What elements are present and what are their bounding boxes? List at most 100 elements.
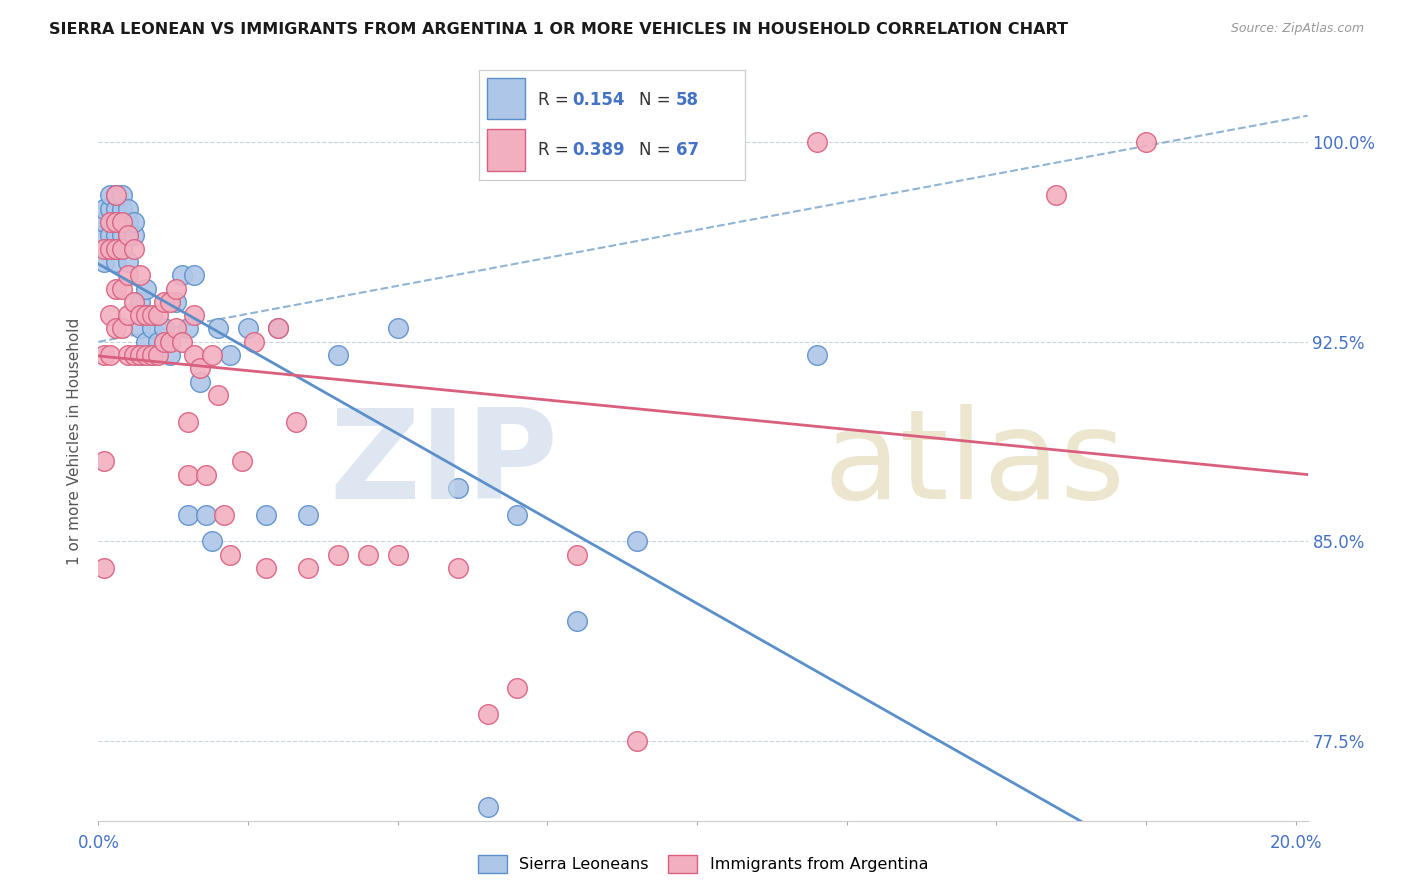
Point: [219, 548, 242, 562]
Point: [183, 268, 205, 283]
Point: [117, 228, 139, 243]
Point: [201, 348, 224, 362]
Point: [129, 348, 152, 362]
Point: [93, 242, 115, 256]
Point: [177, 508, 200, 522]
Point: [111, 228, 134, 243]
Point: [105, 188, 128, 202]
Point: [477, 800, 499, 814]
Point: [1135, 135, 1157, 149]
Point: [93, 215, 115, 229]
Point: [153, 321, 176, 335]
Point: [177, 321, 200, 335]
Point: [284, 415, 307, 429]
Point: [105, 282, 128, 296]
Point: [188, 361, 211, 376]
Point: [124, 215, 146, 229]
Point: [111, 242, 134, 256]
Point: [100, 202, 122, 216]
Point: [195, 467, 218, 482]
Point: [111, 215, 134, 229]
Point: [165, 294, 187, 309]
Point: [183, 308, 205, 322]
Point: [105, 202, 128, 216]
Point: [254, 561, 277, 575]
Point: [124, 348, 146, 362]
Point: [297, 561, 319, 575]
Text: atlas: atlas: [824, 404, 1126, 524]
Text: Source: ZipAtlas.com: Source: ZipAtlas.com: [1230, 22, 1364, 36]
Point: [219, 348, 242, 362]
Point: [148, 334, 170, 349]
Point: [212, 508, 235, 522]
Point: [111, 202, 134, 216]
Point: [326, 348, 349, 362]
Point: [135, 334, 157, 349]
Point: [172, 334, 194, 349]
Point: [153, 334, 176, 349]
Point: [1045, 188, 1067, 202]
Point: [567, 548, 589, 562]
Point: [183, 348, 205, 362]
Point: [100, 228, 122, 243]
Point: [129, 348, 152, 362]
Point: [141, 348, 163, 362]
Point: [177, 415, 200, 429]
Point: [165, 282, 187, 296]
Point: [506, 508, 529, 522]
Point: [159, 334, 181, 349]
Point: [111, 215, 134, 229]
Point: [141, 308, 163, 322]
Point: [195, 508, 218, 522]
Text: 0.0%: 0.0%: [77, 834, 120, 852]
Point: [207, 321, 229, 335]
Point: [117, 308, 139, 322]
Point: [243, 334, 266, 349]
Point: [188, 375, 211, 389]
Point: [267, 321, 290, 335]
Point: [159, 294, 181, 309]
Point: [117, 348, 139, 362]
Legend: Sierra Leoneans, Immigrants from Argentina: Sierra Leoneans, Immigrants from Argenti…: [471, 848, 935, 880]
Point: [111, 282, 134, 296]
Point: [117, 268, 139, 283]
Point: [105, 255, 128, 269]
Text: SIERRA LEONEAN VS IMMIGRANTS FROM ARGENTINA 1 OR MORE VEHICLES IN HOUSEHOLD CORR: SIERRA LEONEAN VS IMMIGRANTS FROM ARGENT…: [49, 22, 1069, 37]
Point: [129, 268, 152, 283]
Point: [153, 294, 176, 309]
Point: [326, 548, 349, 562]
Point: [117, 255, 139, 269]
Text: 20.0%: 20.0%: [1270, 834, 1322, 852]
Point: [135, 348, 157, 362]
Point: [100, 242, 122, 256]
Point: [105, 321, 128, 335]
Point: [806, 348, 828, 362]
Point: [111, 321, 134, 335]
Point: [626, 734, 648, 748]
Point: [129, 321, 152, 335]
Y-axis label: 1 or more Vehicles in Household: 1 or more Vehicles in Household: [67, 318, 83, 566]
Point: [100, 348, 122, 362]
Point: [93, 255, 115, 269]
Point: [236, 321, 259, 335]
Point: [626, 534, 648, 549]
Point: [100, 188, 122, 202]
Point: [254, 508, 277, 522]
Point: [477, 707, 499, 722]
Point: [93, 348, 115, 362]
Point: [100, 242, 122, 256]
Point: [129, 308, 152, 322]
Point: [93, 561, 115, 575]
Point: [135, 282, 157, 296]
Point: [105, 188, 128, 202]
Point: [387, 548, 409, 562]
Point: [93, 228, 115, 243]
Point: [387, 321, 409, 335]
Point: [201, 534, 224, 549]
Point: [135, 308, 157, 322]
Point: [446, 481, 468, 495]
Point: [105, 242, 128, 256]
Point: [105, 215, 128, 229]
Point: [111, 242, 134, 256]
Point: [117, 215, 139, 229]
